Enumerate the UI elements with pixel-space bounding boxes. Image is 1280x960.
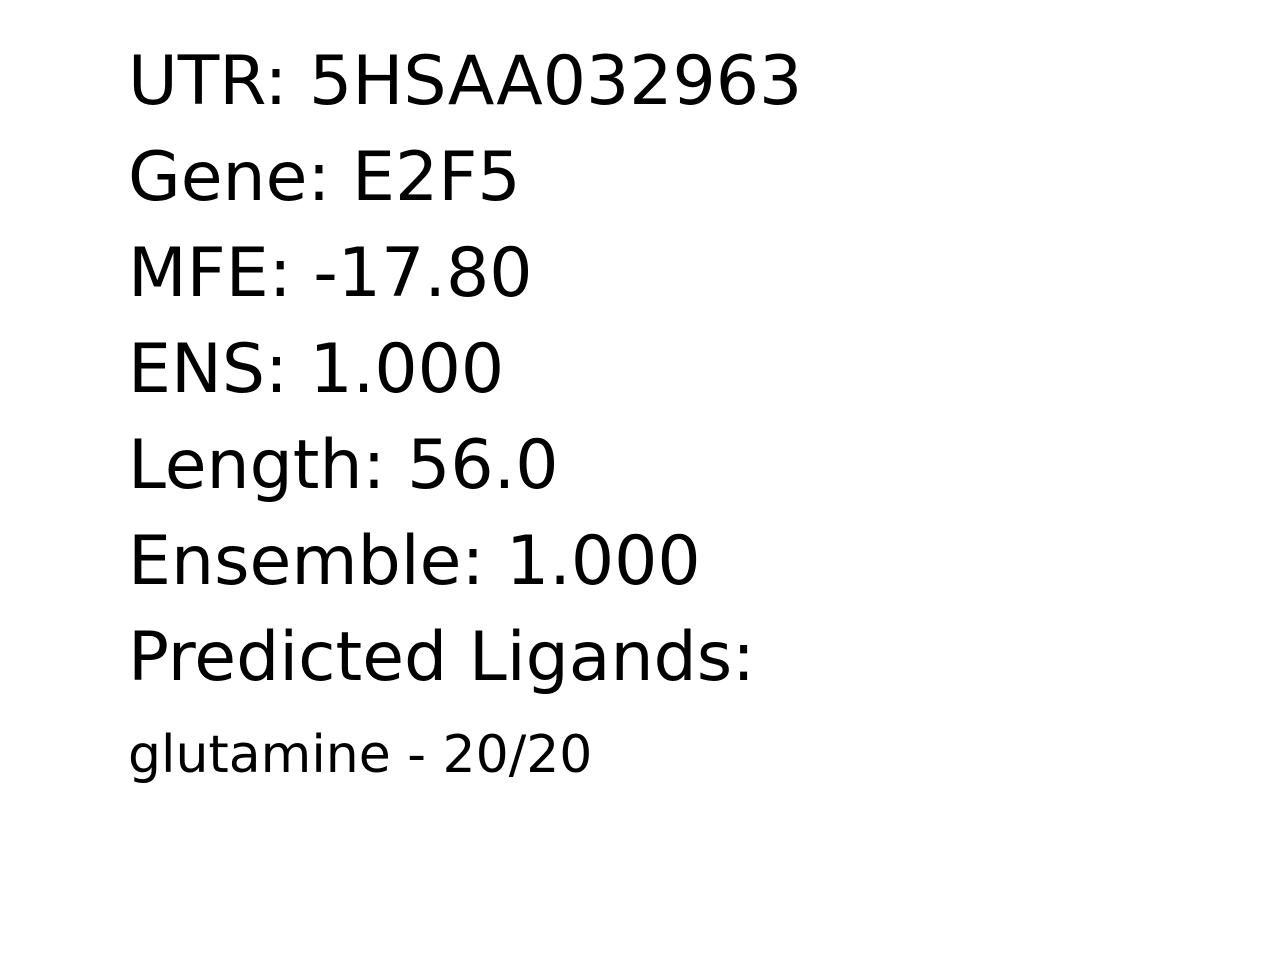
utr-info-panel: UTR: 5HSAA032963 Gene: E2F5 MFE: -17.80 … bbox=[128, 34, 802, 790]
ens-value: ENS: 1.000 bbox=[128, 330, 505, 409]
utr-id: UTR: 5HSAA032963 bbox=[128, 42, 803, 121]
ensemble-value: Ensemble: 1.000 bbox=[128, 522, 701, 601]
predicted-ligands-heading: Predicted Ligands: bbox=[128, 618, 756, 697]
mfe-value: MFE: -17.80 bbox=[128, 234, 533, 313]
length-value: Length: 56.0 bbox=[128, 426, 559, 505]
ligand-item: glutamine - 20/20 bbox=[128, 725, 593, 785]
gene-name: Gene: E2F5 bbox=[128, 138, 521, 217]
